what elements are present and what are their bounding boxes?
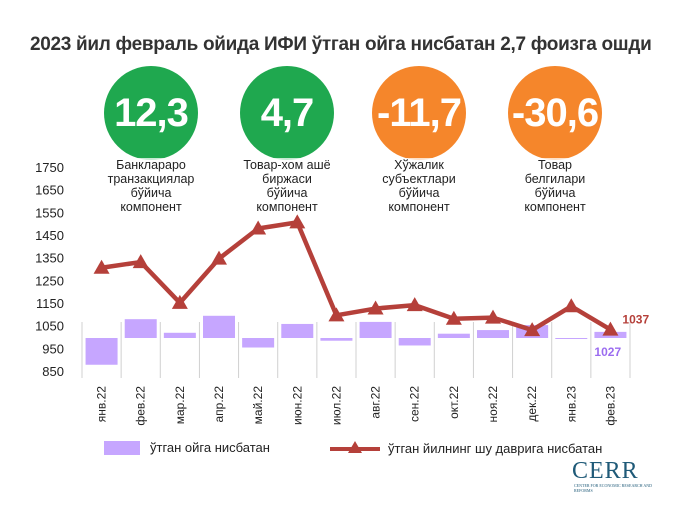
- kpi-interbank-value: 12,3: [104, 66, 198, 160]
- x-tick-label: окт.22: [447, 386, 461, 419]
- logo-name: CERR: [572, 458, 639, 484]
- x-tick-label: янв.22: [95, 386, 109, 423]
- x-tick-label: ноя.22: [486, 386, 500, 423]
- kpi-label-line: транзакциялар: [107, 172, 195, 186]
- kpi-label-line: биржаси: [262, 172, 312, 186]
- bar: [124, 319, 157, 338]
- x-tick-label: апр.22: [212, 386, 226, 423]
- x-tick-label: авг.22: [369, 386, 383, 419]
- bar: [477, 330, 509, 338]
- line-marker: [524, 322, 541, 337]
- bar: [555, 338, 588, 339]
- line-marker: [132, 254, 149, 269]
- legend-line-swatch: [330, 441, 380, 453]
- y-tick-label: 1450: [35, 228, 64, 243]
- line-marker: [406, 297, 423, 312]
- legend-line: ўтган йилнинг шу даврига нисбатан: [330, 440, 602, 456]
- y-tick-label: 1050: [35, 319, 64, 334]
- line-marker: [485, 309, 501, 324]
- line-marker: [250, 220, 267, 235]
- legend-bar-label: ўтган ойга нисбатан: [150, 440, 270, 455]
- y-tick-label: 1250: [35, 273, 64, 288]
- kpi-label-line: Банклараро: [116, 158, 186, 172]
- bar: [242, 338, 275, 348]
- legend-bar: ўтган ойга нисбатан: [104, 440, 270, 455]
- logo-subtitle: CENTER FOR ECONOMIC RESEARCH AND REFORMS: [574, 483, 653, 493]
- bar: [85, 338, 118, 365]
- kpi-label-line: субъектлари: [382, 172, 456, 186]
- legend-bar-swatch: [104, 440, 140, 455]
- bar: [281, 323, 314, 338]
- line-marker: [563, 298, 580, 313]
- kpi-interbank-label: Банклараро транзакциялар бўйича компонент: [86, 158, 216, 214]
- bar: [359, 321, 392, 338]
- x-tick-label: май.22: [251, 386, 265, 425]
- bar: [203, 315, 235, 338]
- line-marker: [367, 300, 384, 315]
- line-marker: [445, 310, 462, 325]
- kpi-label-line: компонент: [388, 200, 450, 214]
- kpi-business-entities-value: -11,7: [372, 66, 466, 160]
- kpi-label-line: бўйича: [398, 186, 440, 200]
- x-tick-label: июн.22: [290, 386, 304, 425]
- x-tick-label: дек.22: [525, 386, 539, 422]
- line-last-value-label: 1037: [622, 313, 649, 327]
- kpi-label-line: Хўжалик: [394, 158, 444, 172]
- kpi-label-line: компонент: [120, 200, 182, 214]
- line-marker: [171, 294, 188, 309]
- bar: [437, 333, 470, 338]
- y-tick-label: 1750: [35, 160, 64, 175]
- bar: [398, 338, 431, 346]
- kpi-label-line: компонент: [524, 200, 586, 214]
- kpi-label-line: Товар: [537, 158, 572, 172]
- y-tick-label: 1650: [35, 183, 64, 198]
- y-tick-label: 1350: [35, 251, 64, 266]
- kpi-business-entities-label: Хўжалик субъектлари бўйича компонент: [354, 158, 484, 214]
- kpi-label-line: бўйича: [534, 186, 576, 200]
- kpi-trademarks-value: -30,6: [508, 66, 602, 160]
- kpi-label-line: белгилари: [524, 172, 586, 186]
- kpi-commodity-exchange-value: 4,7: [240, 66, 334, 160]
- kpi-label-line: бўйича: [266, 186, 308, 200]
- kpi-commodity-exchange-label: Товар-хом ашё биржаси бўйича компонент: [222, 158, 352, 214]
- x-tick-label: фев.22: [134, 386, 148, 426]
- x-tick-label: июл.22: [329, 386, 343, 425]
- line-marker: [328, 307, 345, 322]
- kpi-label-line: компонент: [256, 200, 318, 214]
- x-tick-label: сен.22: [408, 386, 422, 422]
- bar-last-value-label: 1027: [594, 345, 621, 359]
- cerr-logo: CERR CENTER FOR ECONOMIC RESEARCH AND RE…: [572, 458, 662, 498]
- y-tick-label: 950: [42, 341, 64, 356]
- line-marker: [211, 250, 227, 265]
- line-series: [101, 220, 612, 333]
- y-tick-label: 1550: [35, 205, 64, 220]
- x-tick-label: фев.23: [603, 386, 617, 426]
- kpi-label-line: бўйича: [130, 186, 172, 200]
- chart-title: 2023 йил февраль ойида ИФИ ўтган ойга ни…: [30, 34, 652, 55]
- line-marker: [602, 321, 619, 336]
- x-tick-label: янв.23: [564, 386, 578, 423]
- bar: [163, 332, 196, 338]
- y-tick-label: 1150: [36, 296, 64, 311]
- line-marker: [289, 214, 306, 229]
- kpi-label-line: Товар-хом ашё: [243, 158, 331, 172]
- y-tick-label: 850: [42, 364, 64, 379]
- legend-line-label: ўтган йилнинг шу даврига нисбатан: [388, 440, 603, 456]
- bar: [320, 338, 353, 341]
- kpi-trademarks-label: Товар белгилари бўйича компонент: [490, 158, 620, 214]
- x-tick-label: мар.22: [173, 386, 187, 425]
- line-marker: [93, 259, 110, 274]
